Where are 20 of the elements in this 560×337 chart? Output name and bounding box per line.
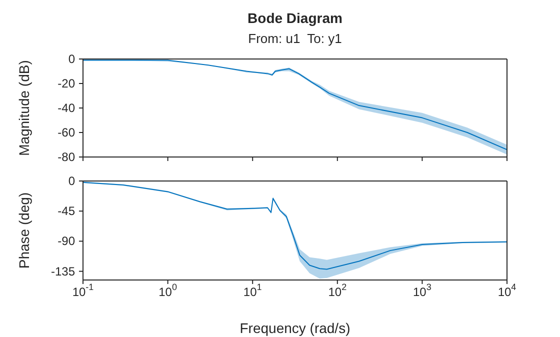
chart-title: Bode Diagram [246,10,344,26]
y-tick-label: -60 [58,126,76,140]
x-tick-label: 10$^{1}$ [243,282,262,299]
y-axis-title: Magnitude (dB) [16,60,32,156]
x-tick-label: 10$^{-1}$ [72,282,94,299]
x-axis-title: Frequency (rad/s) [240,320,350,336]
y-tick-label: 0 [68,174,76,188]
y-tick-label: -90 [58,234,76,248]
y-axis-title: Phase (deg) [16,192,32,269]
x-tick-label: 10$^{0}$ [158,282,177,299]
x-tick-label: 10$^{2}$ [328,282,347,299]
y-tick-label: -20 [58,76,76,90]
x-tick-label: 10$^{4}$ [498,282,516,299]
chart-subtitle: From: u1 To: y1 [247,31,343,46]
y-tick-label: -40 [58,101,76,115]
y-tick-label: -45 [58,204,76,218]
y-tick-label: 0 [68,52,76,66]
x-tick-label: 10$^{3}$ [413,282,432,299]
y-tick-label: -80 [58,150,76,164]
y-tick-label: -135 [50,264,76,278]
